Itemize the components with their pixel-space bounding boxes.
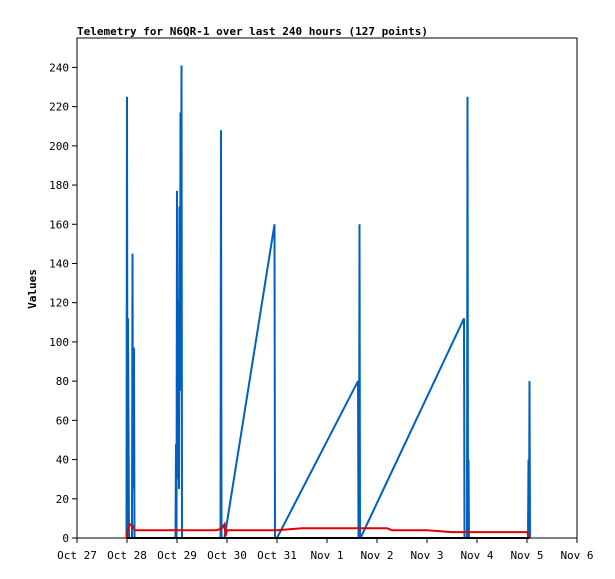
series-line-1: [125, 521, 531, 539]
x-tick-label: Oct 29: [157, 549, 197, 562]
y-tick-label: 20: [56, 493, 69, 506]
y-tick-label: 140: [49, 257, 69, 270]
y-tick-label: 40: [56, 454, 69, 467]
y-tick-label: 0: [62, 532, 69, 545]
x-tick-label: Nov 5: [510, 549, 543, 562]
y-tick-label: 220: [49, 101, 69, 114]
chart-title: Telemetry for N6QR-1 over last 240 hours…: [77, 25, 428, 38]
y-axis: 0 20 40 60 80 100 120 140 160 180 200 220 240: [49, 61, 77, 545]
y-tick-label: 100: [49, 336, 69, 349]
x-tick-label: Nov 4: [460, 549, 493, 562]
x-tick-label: Nov 3: [410, 549, 443, 562]
series-group: [125, 65, 531, 539]
y-tick-label: 160: [49, 218, 69, 231]
series-line-0: [125, 65, 531, 539]
x-tick-label: Nov 2: [360, 549, 393, 562]
y-tick-label: 60: [56, 414, 69, 427]
x-tick-label: Nov 6: [560, 549, 593, 562]
x-tick-label: Oct 30: [207, 549, 247, 562]
y-tick-label: 240: [49, 61, 69, 74]
y-tick-label: 120: [49, 297, 69, 310]
x-tick-label: Oct 31: [257, 549, 297, 562]
x-tick-label: Oct 28: [107, 549, 147, 562]
x-tick-label: Nov 1: [310, 549, 343, 562]
y-tick-label: 80: [56, 375, 69, 388]
y-axis-label: Values: [26, 269, 39, 309]
y-tick-label: 200: [49, 140, 69, 153]
x-tick-label: Oct 27: [57, 549, 97, 562]
y-tick-label: 180: [49, 179, 69, 192]
x-axis: Oct 27 Oct 28 Oct 29 Oct 30 Oct 31 Nov 1 Nov 2…: [57, 538, 594, 562]
